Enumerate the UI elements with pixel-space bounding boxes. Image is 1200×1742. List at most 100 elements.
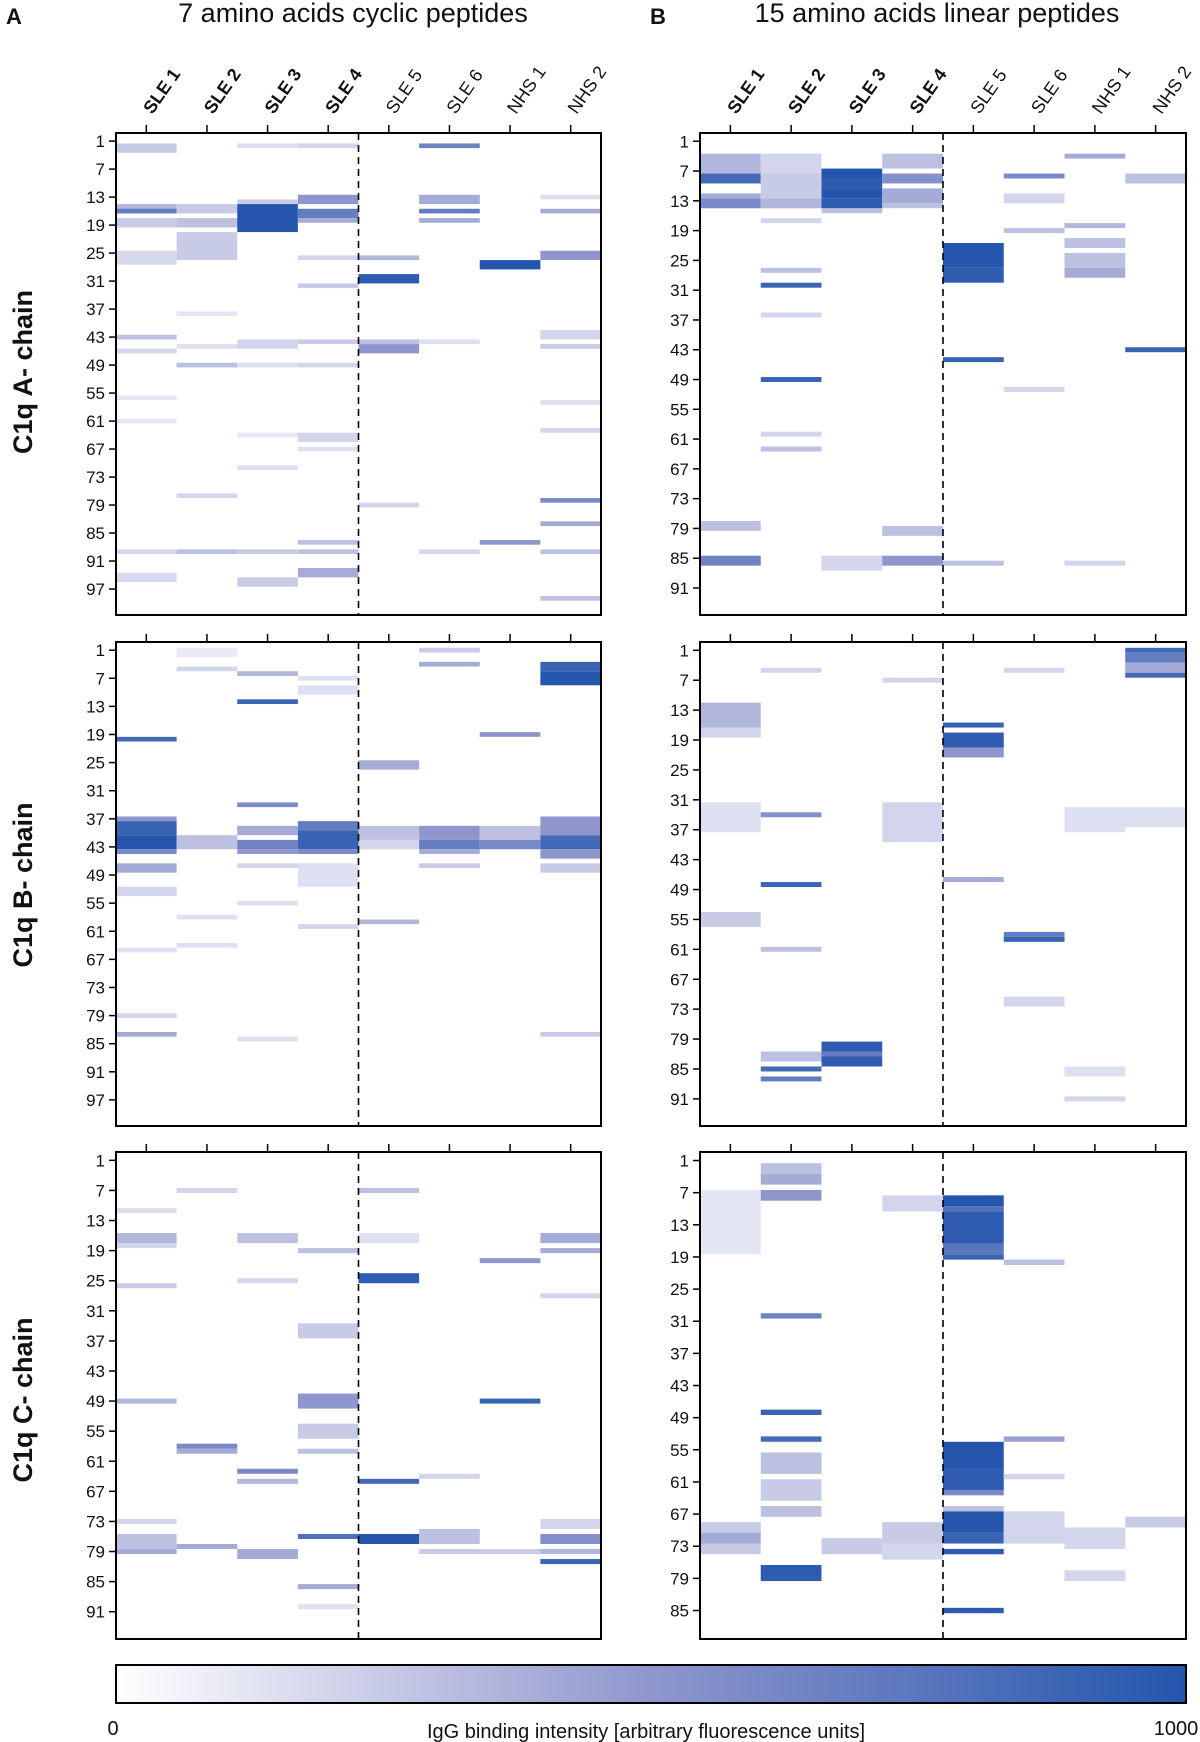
heatmap-cell <box>1003 193 1065 204</box>
heatmap-cell <box>297 194 359 205</box>
heatmap-cell <box>237 900 298 906</box>
heatmap-cell <box>237 204 298 233</box>
y-tick-label: 73 <box>670 1537 689 1556</box>
heatmap-cell <box>943 1506 1004 1512</box>
heatmap-cell <box>943 1489 1004 1496</box>
heatmap-cell <box>700 153 761 174</box>
y-tick-label: 67 <box>670 460 689 479</box>
heatmap-cell <box>358 339 420 345</box>
heatmap-cell <box>176 942 238 948</box>
y-tick-label: 73 <box>670 1000 689 1019</box>
heatmap-cell <box>700 198 761 209</box>
heatmap-cell <box>176 1448 238 1454</box>
heatmap-cell <box>700 173 761 184</box>
y-tick-label: 7 <box>680 1184 689 1203</box>
y-tick-label: 49 <box>86 1392 105 1411</box>
heatmap-cell <box>297 362 359 368</box>
heatmap-cell <box>419 339 480 345</box>
heatmap-cell <box>176 835 238 850</box>
heatmap-cell <box>1064 1096 1126 1102</box>
heatmap-cell <box>479 1398 541 1404</box>
heatmap-cell <box>297 1423 359 1439</box>
sample-label: SLE 4 <box>321 65 366 117</box>
heatmap-cell <box>176 493 238 499</box>
y-tick-label: 49 <box>86 356 105 375</box>
heatmap-cell <box>540 1031 602 1037</box>
colorbar-title: IgG binding intensity [arbitrary fluores… <box>427 1721 865 1742</box>
y-tick-label: 91 <box>86 552 105 571</box>
heatmap-cell <box>1125 173 1186 184</box>
colorbar: 0 1000 IgG binding intensity [arbitrary … <box>107 1664 1199 1742</box>
heatmap-panel-b-a: 1 7 13 19 25 31 37 43 49 55 61 67 73 79 85 91 <box>670 125 1187 616</box>
y-tick-label: 55 <box>86 384 105 403</box>
heatmap-cell <box>700 1189 761 1255</box>
y-tick-label: 73 <box>670 490 689 509</box>
heatmap-cell <box>297 1248 359 1254</box>
sample-label: NHS 2 <box>1149 62 1196 117</box>
heatmap-cell <box>760 198 822 209</box>
heatmap-cell <box>116 1207 177 1214</box>
y-tick-label: 79 <box>670 1569 689 1588</box>
y-tick-label: 37 <box>86 810 105 829</box>
heatmap-cell <box>760 218 822 224</box>
sample-label: NHS 1 <box>1088 62 1135 117</box>
heatmap-cell <box>297 339 359 345</box>
heatmap-cell <box>821 1538 883 1555</box>
y-tick-label: 37 <box>86 1332 105 1351</box>
heatmap-cell <box>176 311 238 317</box>
heatmap-cell <box>176 218 238 228</box>
y-tick-label: 37 <box>670 1344 689 1363</box>
heatmap-cell <box>237 671 298 676</box>
colorbar-max-label: 1000 <box>1154 1718 1199 1740</box>
heatmap-cell <box>540 816 602 836</box>
heatmap-panel-a-b: 1 7 13 19 25 31 37 43 49 55 61 67 73 79 85 91 97 <box>86 634 602 1127</box>
heatmap-cell <box>1064 1066 1126 1077</box>
y-tick-label: 1 <box>680 641 689 660</box>
heatmap-cell <box>479 260 541 270</box>
heatmap-cell <box>700 911 761 927</box>
y-tick-label: 1 <box>680 1152 689 1171</box>
heatmap-cell <box>116 1243 177 1249</box>
heatmap-cell <box>419 194 480 205</box>
heatmap-cell <box>760 1173 822 1185</box>
sample-label: SLE 3 <box>845 65 890 117</box>
heatmap-cell <box>760 1436 822 1442</box>
y-tick-label: 13 <box>86 188 105 207</box>
heatmap-cell <box>419 1473 480 1479</box>
heatmap-cell <box>760 282 822 288</box>
y-tick-label: 49 <box>670 371 689 390</box>
heatmap-cell <box>237 577 298 587</box>
heatmap-cell <box>540 671 602 686</box>
heatmap-cell <box>821 188 883 199</box>
panel-frame <box>115 641 602 1127</box>
y-tick-label: 37 <box>670 821 689 840</box>
heatmap-cell <box>237 863 298 869</box>
heatmap-cell <box>760 946 822 952</box>
heatmap-cell <box>116 418 177 424</box>
y-tick-label: 7 <box>96 160 105 179</box>
heatmap-cell <box>540 498 602 503</box>
heatmap-cell <box>1125 662 1186 673</box>
heatmap-cell <box>297 1393 359 1409</box>
y-tick-label: 49 <box>670 1409 689 1428</box>
y-tick-label: 79 <box>86 1007 105 1026</box>
heatmap-cell <box>297 849 359 854</box>
panel-frame <box>115 1151 602 1640</box>
sample-label: SLE 2 <box>784 65 829 117</box>
heatmap-cell <box>297 283 359 289</box>
heatmap-cell <box>1003 936 1065 942</box>
heatmap-cell <box>700 1532 761 1544</box>
heatmap-cell <box>237 1036 298 1042</box>
y-tick-label: 43 <box>670 851 689 870</box>
sample-label: SLE 3 <box>260 65 305 117</box>
heatmap-cell <box>1064 252 1126 268</box>
heatmap-cell <box>116 886 177 897</box>
y-tick-label: 73 <box>86 978 105 997</box>
y-tick-label: 13 <box>670 192 689 211</box>
y-tick-label: 43 <box>670 1377 689 1396</box>
y-tick-label: 85 <box>670 1602 689 1621</box>
heatmap-cell <box>419 208 480 214</box>
heatmap-cell <box>237 199 298 205</box>
heatmap-cell <box>540 400 602 405</box>
heatmap-cell <box>700 1522 761 1533</box>
